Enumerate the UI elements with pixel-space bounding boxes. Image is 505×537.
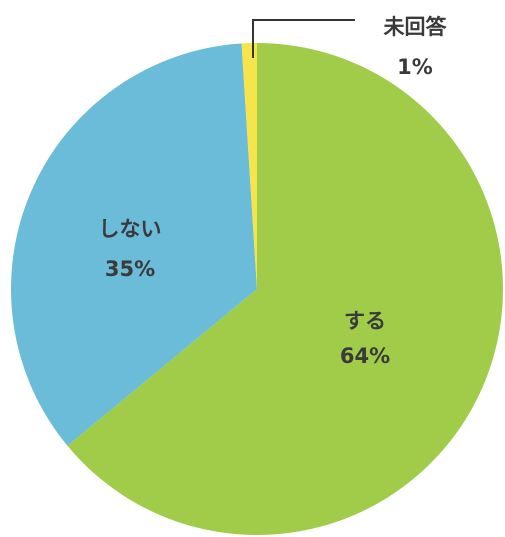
pie-slice	[67, 43, 503, 535]
pie-slice	[241, 43, 257, 289]
slice-value-label: 35%	[105, 257, 155, 281]
slice-label: する	[344, 309, 386, 333]
leader-line	[252, 19, 355, 58]
pie-slice	[10, 43, 257, 446]
slice-value-label: 1%	[397, 55, 433, 79]
slice-label: 未回答	[384, 15, 448, 39]
slice-value-label: 64%	[340, 344, 390, 368]
slice-label: しない	[99, 217, 162, 241]
